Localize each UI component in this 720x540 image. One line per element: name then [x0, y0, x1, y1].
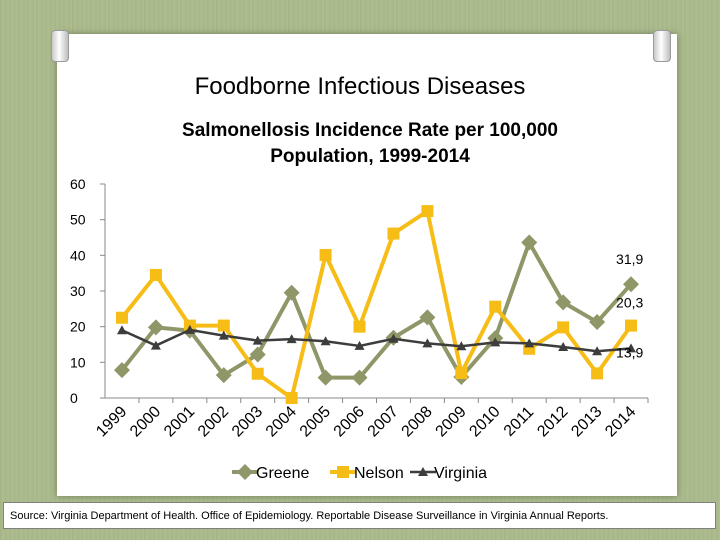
data-label-nelson: 20,3 — [616, 295, 643, 311]
data-point-virginia — [252, 335, 263, 345]
x-tick-label: 2004 — [263, 403, 300, 440]
data-point-nelson — [557, 321, 570, 334]
y-tick-label: 60 — [70, 176, 86, 192]
slide-card — [57, 34, 677, 496]
x-tick-label: 2003 — [229, 403, 266, 440]
data-point-virginia — [116, 325, 127, 335]
source-note: Source: Virginia Department of Health. O… — [3, 502, 716, 529]
data-point-virginia — [422, 338, 433, 348]
x-tick-label: 2008 — [399, 403, 436, 440]
data-point-virginia — [456, 341, 467, 351]
data-point-virginia — [320, 336, 331, 346]
data-point-nelson — [319, 248, 332, 261]
data-label-virginia: 13,9 — [616, 344, 643, 360]
data-point-virginia — [286, 334, 297, 344]
legend-marker-nelson — [337, 466, 349, 478]
data-point-greene — [317, 369, 334, 386]
data-point-virginia — [218, 330, 229, 340]
data-point-virginia — [626, 343, 637, 353]
y-tick-label: 0 — [70, 390, 78, 406]
data-point-nelson — [285, 392, 298, 404]
y-tick-label: 10 — [70, 354, 86, 370]
data-point-virginia — [184, 324, 195, 334]
data-point-virginia — [150, 340, 161, 350]
data-point-virginia — [490, 337, 501, 347]
data-point-virginia — [388, 333, 399, 343]
data-point-greene — [555, 294, 572, 311]
right-pin-icon — [653, 30, 671, 62]
data-point-nelson — [591, 367, 604, 380]
data-point-nelson — [455, 367, 468, 380]
y-tick-label: 30 — [70, 283, 86, 299]
x-tick-label: 2009 — [433, 403, 470, 440]
x-tick-label: 2002 — [195, 403, 232, 440]
series-line-greene — [120, 240, 633, 380]
x-tick-label: 2011 — [501, 404, 537, 440]
data-point-nelson — [421, 205, 434, 218]
data-point-greene — [215, 367, 232, 384]
legend-label-greene: Greene — [256, 465, 309, 482]
legend-marker-virginia — [418, 467, 428, 476]
data-point-greene — [589, 314, 606, 331]
data-point-greene — [623, 276, 640, 293]
x-tick-label: 2000 — [127, 403, 164, 440]
data-point-nelson — [217, 319, 230, 332]
data-point-virginia — [558, 341, 569, 351]
data-label-greene: 31,9 — [616, 251, 643, 267]
x-tick-label: 2001 — [161, 403, 198, 440]
data-point-greene — [147, 319, 164, 336]
legend-label-virginia: Virginia — [434, 465, 487, 482]
data-point-nelson — [149, 268, 162, 281]
x-tick-label: 2014 — [602, 403, 639, 440]
x-tick-label: 2006 — [331, 403, 368, 440]
y-tick-label: 40 — [70, 247, 86, 263]
series-line-nelson — [120, 209, 633, 400]
x-tick-label: 2012 — [534, 403, 571, 440]
y-tick-label: 20 — [70, 319, 86, 335]
data-point-virginia — [524, 338, 535, 348]
data-point-virginia — [354, 340, 365, 350]
x-tick-label: 2013 — [568, 403, 605, 440]
data-point-greene — [249, 346, 266, 363]
data-point-greene — [283, 284, 300, 301]
data-point-nelson — [353, 320, 366, 333]
series-line-virginia — [121, 328, 632, 353]
chart-title: Salmonellosis Incidence Rate per 100,000… — [182, 120, 558, 167]
data-point-nelson — [251, 367, 264, 380]
data-point-nelson — [387, 227, 400, 240]
x-tick-label: 2010 — [466, 403, 503, 440]
legend-label-nelson: Nelson — [354, 465, 404, 482]
data-point-virginia — [592, 346, 603, 356]
x-tick-label: 2005 — [297, 403, 334, 440]
data-point-greene — [419, 309, 436, 326]
slide-title: Foodborne Infectious Diseases — [194, 73, 526, 100]
x-tick-label: 1999 — [93, 403, 130, 440]
left-pin-icon — [51, 30, 69, 62]
data-point-greene — [113, 362, 130, 379]
data-point-nelson — [115, 311, 128, 324]
legend-marker-greene — [237, 464, 253, 480]
data-point-nelson — [489, 300, 502, 313]
y-tick-label: 50 — [70, 212, 86, 228]
data-point-greene — [351, 369, 368, 386]
x-tick-label: 2007 — [365, 403, 402, 440]
data-point-greene — [521, 234, 538, 251]
data-point-nelson — [625, 319, 638, 332]
